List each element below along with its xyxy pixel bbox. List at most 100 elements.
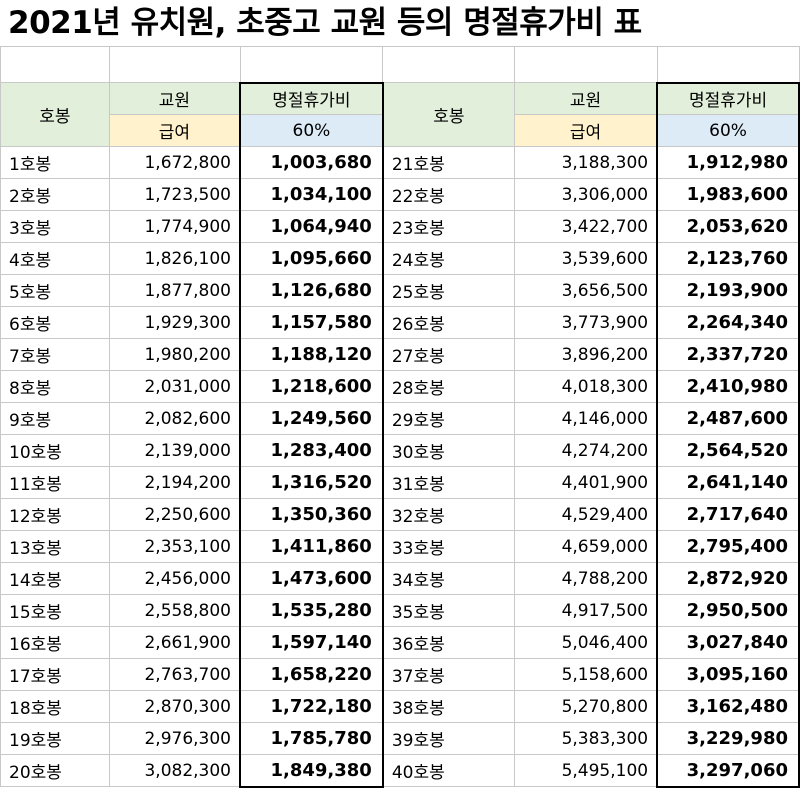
grade-cell[interactable]: 10호봉	[0, 434, 110, 467]
grade-cell[interactable]: 24호봉	[382, 242, 515, 275]
grade-cell[interactable]: 1호봉	[0, 146, 110, 179]
grade-cell[interactable]: 37호봉	[382, 658, 515, 691]
pay-cell[interactable]: 5,270,800	[513, 690, 658, 723]
pay-cell[interactable]: 3,306,000	[513, 178, 658, 211]
holiday-pay-cell[interactable]: 3,095,160	[656, 658, 800, 691]
grade-header-right[interactable]: 호봉	[382, 82, 515, 147]
grade-cell[interactable]: 25호봉	[382, 274, 515, 307]
pay-cell[interactable]: 2,870,300	[108, 690, 241, 723]
grade-cell[interactable]: 15호봉	[0, 594, 110, 627]
grade-cell[interactable]: 11호봉	[0, 466, 110, 499]
holiday-header[interactable]: 명절휴가비	[239, 81, 384, 115]
grade-cell[interactable]: 36호봉	[382, 626, 515, 659]
grade-cell[interactable]: 16호봉	[0, 626, 110, 659]
grade-cell[interactable]: 33호봉	[382, 530, 515, 563]
grade-cell[interactable]: 19호봉	[0, 722, 110, 755]
pay-cell[interactable]: 3,422,700	[513, 210, 658, 243]
holiday-pay-cell[interactable]: 3,162,480	[656, 690, 800, 723]
holiday-pay-cell[interactable]: 2,193,900	[656, 274, 800, 307]
holiday-header-right[interactable]: 명절휴가비	[656, 81, 800, 115]
grade-cell[interactable]: 6호봉	[0, 306, 110, 339]
grade-cell[interactable]: 18호봉	[0, 690, 110, 723]
pay-cell[interactable]: 2,082,600	[108, 402, 241, 435]
holiday-pay-cell[interactable]: 3,297,060	[656, 754, 800, 788]
pay-cell[interactable]: 2,976,300	[108, 722, 241, 755]
grade-cell[interactable]: 22호봉	[382, 178, 515, 211]
pay-cell[interactable]: 3,896,200	[513, 338, 658, 371]
grade-cell[interactable]: 8호봉	[0, 370, 110, 403]
pay-cell[interactable]: 3,656,500	[513, 274, 658, 307]
empty-cell[interactable]	[108, 46, 241, 83]
pay-cell[interactable]: 4,659,000	[513, 530, 658, 563]
pay-cell[interactable]: 1,826,100	[108, 242, 241, 275]
holiday-pay-cell[interactable]: 1,473,600	[239, 562, 384, 595]
pay-cell[interactable]: 4,401,900	[513, 466, 658, 499]
pay-cell[interactable]: 2,250,600	[108, 498, 241, 531]
grade-cell[interactable]: 38호봉	[382, 690, 515, 723]
grade-cell[interactable]: 26호봉	[382, 306, 515, 339]
grade-cell[interactable]: 27호봉	[382, 338, 515, 371]
grade-cell[interactable]: 40호봉	[382, 754, 515, 787]
holiday-pay-cell[interactable]: 1,064,940	[239, 210, 384, 243]
pay-cell[interactable]: 4,529,400	[513, 498, 658, 531]
holiday-pay-cell[interactable]: 2,950,500	[656, 594, 800, 627]
pay-cell[interactable]: 3,082,300	[108, 754, 241, 787]
pay-cell[interactable]: 1,929,300	[108, 306, 241, 339]
holiday-pay-cell[interactable]: 2,123,760	[656, 242, 800, 275]
holiday-pay-cell[interactable]: 1,188,120	[239, 338, 384, 371]
holiday-pay-cell[interactable]: 1,658,220	[239, 658, 384, 691]
teacher-header[interactable]: 교원	[108, 82, 241, 115]
grade-cell[interactable]: 21호봉	[382, 146, 515, 179]
grade-cell[interactable]: 7호봉	[0, 338, 110, 371]
grade-header[interactable]: 호봉	[0, 82, 110, 147]
grade-cell[interactable]: 14호봉	[0, 562, 110, 595]
grade-cell[interactable]: 30호봉	[382, 434, 515, 467]
pay-cell[interactable]: 2,139,000	[108, 434, 241, 467]
empty-cell[interactable]	[656, 46, 800, 83]
pay-cell[interactable]: 4,146,000	[513, 402, 658, 435]
rate-subheader-right[interactable]: 60%	[656, 114, 800, 147]
pay-cell[interactable]: 1,774,900	[108, 210, 241, 243]
pay-cell[interactable]: 3,188,300	[513, 146, 658, 179]
grade-cell[interactable]: 17호봉	[0, 658, 110, 691]
pay-cell[interactable]: 3,773,900	[513, 306, 658, 339]
holiday-pay-cell[interactable]: 2,264,340	[656, 306, 800, 339]
holiday-pay-cell[interactable]: 1,722,180	[239, 690, 384, 723]
holiday-pay-cell[interactable]: 2,564,520	[656, 434, 800, 467]
pay-cell[interactable]: 5,046,400	[513, 626, 658, 659]
holiday-pay-cell[interactable]: 1,849,380	[239, 754, 384, 788]
holiday-pay-cell[interactable]: 1,597,140	[239, 626, 384, 659]
holiday-pay-cell[interactable]: 1,157,580	[239, 306, 384, 339]
grade-cell[interactable]: 29호봉	[382, 402, 515, 435]
grade-cell[interactable]: 12호봉	[0, 498, 110, 531]
pay-cell[interactable]: 1,980,200	[108, 338, 241, 371]
empty-cell[interactable]	[382, 46, 515, 83]
grade-cell[interactable]: 3호봉	[0, 210, 110, 243]
holiday-pay-cell[interactable]: 1,316,520	[239, 466, 384, 499]
empty-cell[interactable]	[239, 46, 384, 83]
holiday-pay-cell[interactable]: 1,095,660	[239, 242, 384, 275]
rate-subheader[interactable]: 60%	[239, 114, 384, 147]
grade-cell[interactable]: 39호봉	[382, 722, 515, 755]
grade-cell[interactable]: 35호봉	[382, 594, 515, 627]
pay-cell[interactable]: 5,495,100	[513, 754, 658, 787]
holiday-pay-cell[interactable]: 1,003,680	[239, 146, 384, 179]
pay-cell[interactable]: 1,723,500	[108, 178, 241, 211]
holiday-pay-cell[interactable]: 1,785,780	[239, 722, 384, 755]
pay-cell[interactable]: 3,539,600	[513, 242, 658, 275]
pay-cell[interactable]: 4,917,500	[513, 594, 658, 627]
holiday-pay-cell[interactable]: 3,027,840	[656, 626, 800, 659]
holiday-pay-cell[interactable]: 1,912,980	[656, 146, 800, 179]
grade-cell[interactable]: 5호봉	[0, 274, 110, 307]
teacher-header-right[interactable]: 교원	[513, 82, 658, 115]
pay-cell[interactable]: 5,383,300	[513, 722, 658, 755]
grade-cell[interactable]: 20호봉	[0, 754, 110, 787]
holiday-pay-cell[interactable]: 1,283,400	[239, 434, 384, 467]
pay-subheader[interactable]: 급여	[108, 114, 241, 147]
holiday-pay-cell[interactable]: 1,034,100	[239, 178, 384, 211]
holiday-pay-cell[interactable]: 2,795,400	[656, 530, 800, 563]
holiday-pay-cell[interactable]: 1,249,560	[239, 402, 384, 435]
holiday-pay-cell[interactable]: 1,535,280	[239, 594, 384, 627]
grade-cell[interactable]: 28호봉	[382, 370, 515, 403]
pay-cell[interactable]: 2,031,000	[108, 370, 241, 403]
